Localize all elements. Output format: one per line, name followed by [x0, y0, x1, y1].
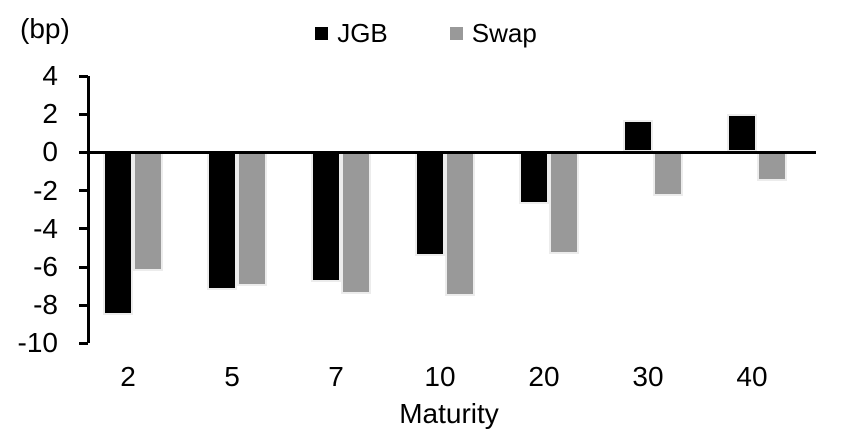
legend-item-swap: Swap [449, 18, 537, 48]
y-tick-label: 2 [42, 98, 58, 130]
y-tick-label: -4 [33, 212, 58, 244]
x-axis-title: Maturity [399, 398, 499, 429]
y-tick-mark [79, 112, 88, 116]
y-tick-label: -2 [33, 174, 58, 206]
bar-swap-30 [653, 152, 683, 197]
legend-item-jgb: JGB [315, 18, 388, 48]
bar-swap-5 [237, 152, 267, 287]
y-axis-line [86, 76, 90, 344]
y-axis-unit-label: (bp) [20, 13, 70, 44]
bar-swap-40 [757, 152, 787, 182]
y-tick-mark [79, 265, 88, 269]
y-tick-mark [79, 341, 88, 345]
zero-line [88, 150, 816, 154]
y-tick-label: -8 [33, 289, 58, 321]
bar-jgb-5 [207, 152, 237, 290]
bar-jgb-10 [415, 152, 445, 256]
bar-jgb-2 [103, 152, 133, 315]
y-tick-mark [79, 74, 88, 78]
y-tick-label: 4 [42, 60, 58, 91]
x-category-label: 20 [528, 361, 560, 392]
y-tick-label: -10 [17, 327, 58, 359]
bar-swap-10 [445, 152, 475, 296]
bar-jgb-20 [519, 152, 549, 204]
bar-jgb-40 [727, 114, 757, 153]
x-category-label: 7 [328, 361, 344, 392]
legend-label-swap: Swap [471, 18, 537, 48]
y-tick-mark [79, 227, 88, 231]
y-tick-label: 0 [42, 136, 58, 168]
bar-jgb-7 [311, 152, 341, 283]
x-category-label: 30 [632, 361, 664, 392]
chart-legend: JGB Swap [0, 18, 852, 48]
y-tick-mark [79, 150, 88, 154]
y-tick-label: -6 [33, 251, 58, 282]
bar-jgb-30 [623, 119, 653, 153]
legend-label-jgb: JGB [337, 18, 388, 48]
bar-swap-7 [341, 152, 371, 294]
y-tick-mark [79, 303, 88, 307]
bar-swap-20 [549, 152, 579, 254]
swap-swatch-icon [449, 26, 463, 40]
x-category-label: 10 [424, 361, 456, 392]
x-category-label: 2 [120, 361, 136, 392]
bar-swap-2 [133, 152, 163, 271]
jgb-swatch-icon [315, 26, 329, 40]
x-category-label: 40 [736, 361, 768, 392]
x-category-label: 5 [224, 361, 240, 392]
y-tick-mark [79, 189, 88, 193]
